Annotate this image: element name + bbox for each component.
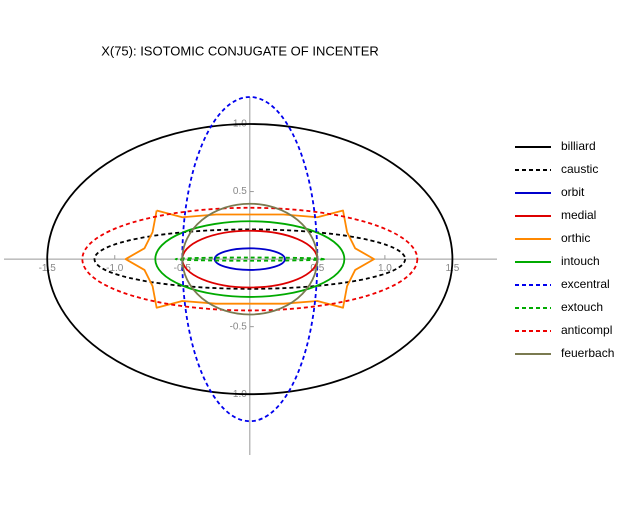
curve — [124, 209, 375, 309]
curve — [213, 247, 286, 271]
legend-label: extouch — [561, 300, 603, 314]
legend-label: orbit — [561, 185, 585, 199]
legend-label: excentral — [561, 277, 610, 291]
legend-label: medial — [561, 208, 596, 222]
curve — [181, 202, 319, 316]
x-tick-label: -1.0 — [106, 263, 124, 274]
curve — [93, 228, 407, 290]
curve — [81, 206, 419, 312]
x-tick-label: 1.0 — [378, 263, 392, 274]
y-tick-label: -0.5 — [230, 321, 248, 332]
legend-label: orthic — [561, 231, 590, 245]
legend-label: intouch — [561, 254, 600, 268]
curve — [154, 220, 346, 298]
legend-label: anticompl — [561, 323, 612, 337]
chart-title: X(75): ISOTOMIC CONJUGATE OF INCENTER — [101, 43, 379, 58]
y-tick-label: 0.5 — [233, 186, 247, 197]
legend-label: billiard — [561, 139, 596, 153]
curve — [46, 123, 454, 396]
legend-label: caustic — [561, 162, 598, 176]
curve — [174, 256, 326, 262]
legend-label: feuerbach — [561, 346, 614, 360]
